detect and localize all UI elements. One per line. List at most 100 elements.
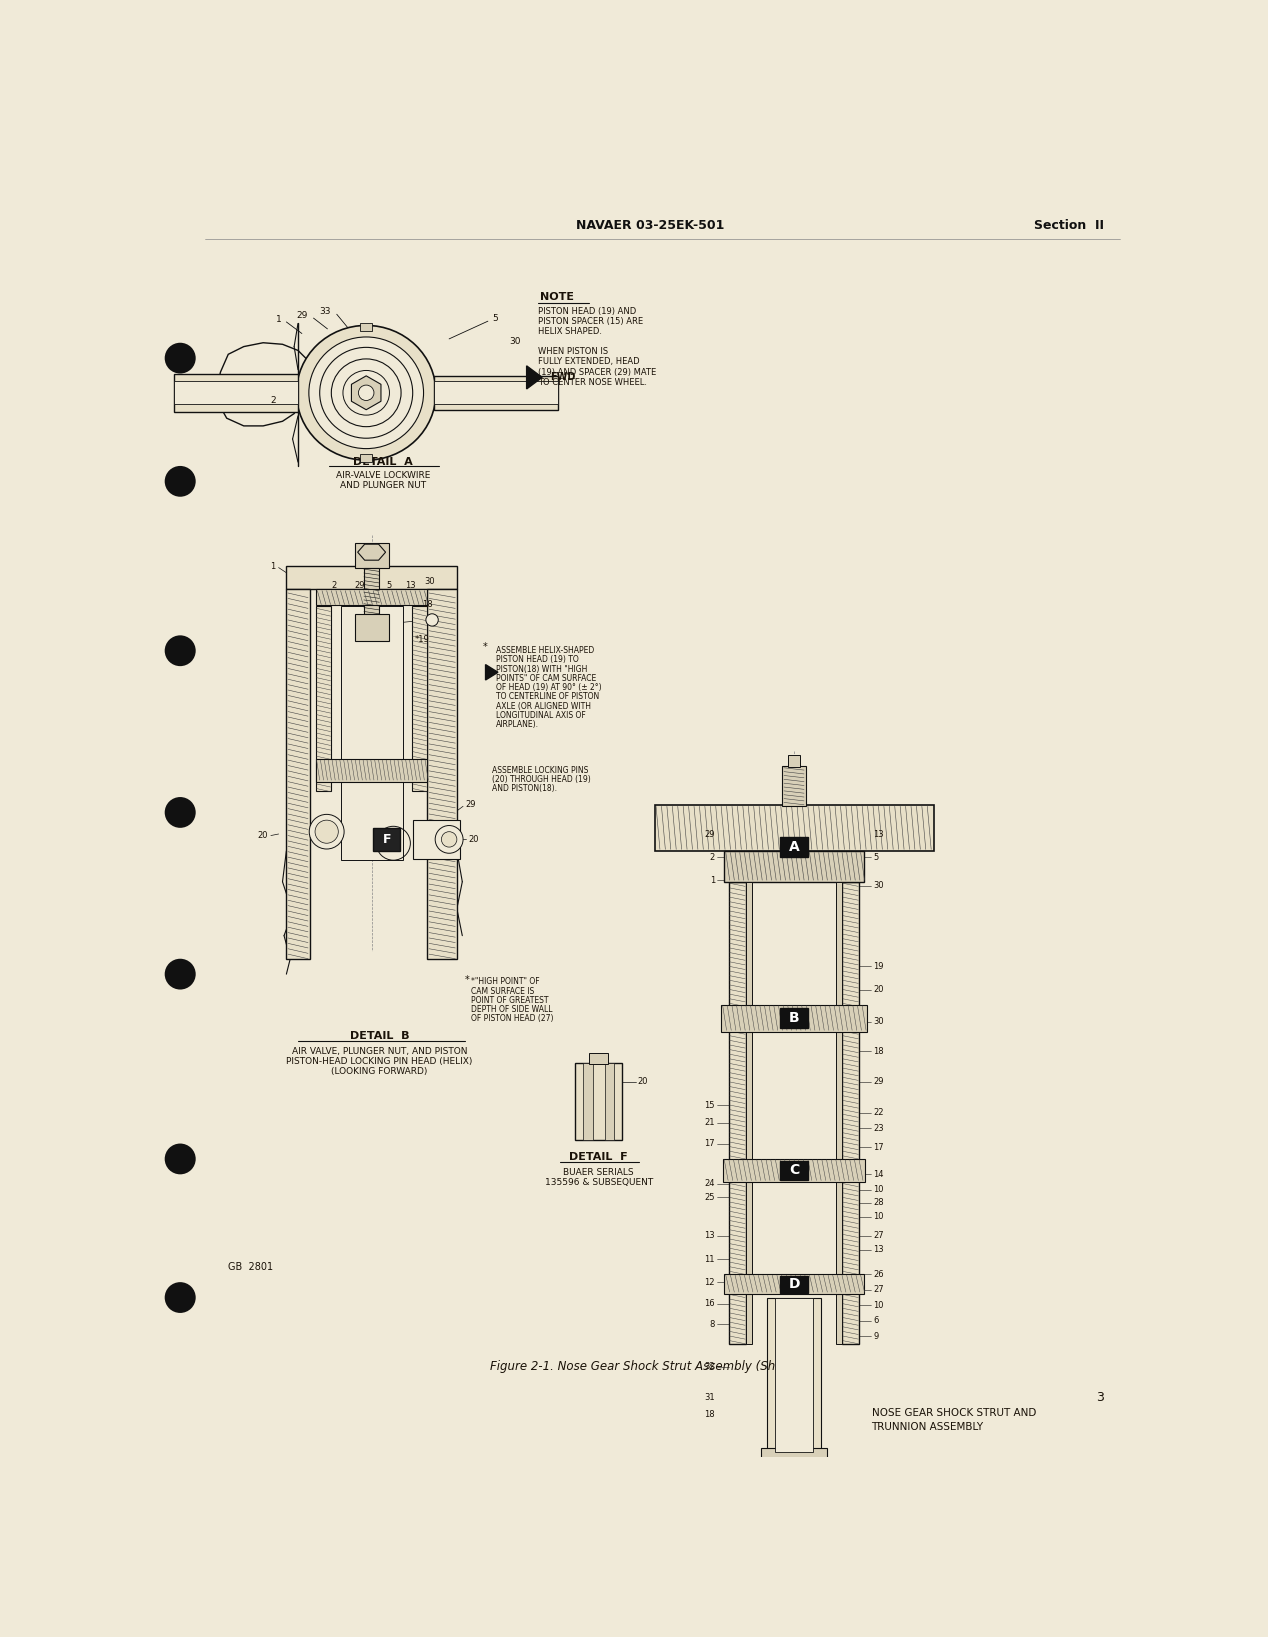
Bar (316, 589, 427, 604)
Text: A: A (789, 840, 799, 855)
Text: AXLE (OR ALIGNED WITH: AXLE (OR ALIGNED WITH (496, 702, 591, 710)
Text: PISTON-HEAD LOCKING PIN HEAD (HELIX): PISTON-HEAD LOCKING PIN HEAD (HELIX) (287, 1056, 473, 1066)
Text: 20: 20 (638, 1077, 648, 1087)
Circle shape (165, 342, 195, 373)
Text: 13: 13 (404, 581, 416, 589)
Polygon shape (526, 365, 543, 390)
Bar (724, 851, 864, 882)
Text: 19: 19 (874, 963, 884, 971)
Text: (LOOKING FORWARD): (LOOKING FORWARD) (331, 1067, 427, 1076)
Text: DETAIL  A: DETAIL A (354, 457, 413, 467)
Polygon shape (217, 342, 313, 426)
Text: 1: 1 (275, 316, 281, 324)
Text: *: * (482, 642, 487, 652)
Text: 13: 13 (874, 1246, 884, 1254)
Text: ASSEMBLE LOCKING PINS: ASSEMBLE LOCKING PINS (492, 766, 588, 774)
Bar (435, 381, 558, 404)
Bar (780, 837, 808, 858)
Text: 10: 10 (874, 1301, 884, 1310)
Text: D: D (789, 1277, 800, 1292)
Text: 10: 10 (874, 1211, 884, 1221)
Text: 135596 & SUBSEQUENT: 135596 & SUBSEQUENT (544, 1177, 653, 1187)
Text: PISTON HEAD (19) TO: PISTON HEAD (19) TO (496, 655, 578, 665)
Bar (762, 1447, 827, 1463)
Text: FULLY EXTENDED, HEAD: FULLY EXTENDED, HEAD (538, 357, 640, 367)
Text: 31: 31 (704, 1393, 715, 1403)
Ellipse shape (342, 370, 389, 416)
Text: F: F (383, 833, 392, 846)
Polygon shape (486, 665, 498, 679)
Bar (287, 566, 456, 589)
Text: 3: 3 (1096, 1391, 1104, 1405)
Text: 27: 27 (874, 1285, 884, 1295)
Text: 30: 30 (874, 1017, 884, 1026)
Circle shape (441, 832, 456, 846)
Ellipse shape (309, 814, 344, 850)
Text: CAM SURFACE IS: CAM SURFACE IS (470, 987, 534, 995)
Text: 28: 28 (874, 1198, 884, 1208)
Text: NOTE: NOTE (540, 291, 574, 301)
Text: 21: 21 (705, 1118, 715, 1128)
Text: *19: *19 (415, 635, 429, 643)
Text: GB  2801: GB 2801 (228, 1262, 274, 1272)
Ellipse shape (314, 820, 339, 843)
Circle shape (165, 635, 195, 666)
Ellipse shape (297, 326, 436, 460)
Bar (413, 820, 460, 859)
Text: POINTS" OF CAM SURFACE: POINTS" OF CAM SURFACE (496, 674, 596, 683)
Text: 20: 20 (322, 827, 331, 837)
Text: AND PISTON(18).: AND PISTON(18). (492, 784, 557, 792)
Text: TO CENTER NOSE WHEEL.: TO CENTER NOSE WHEEL. (538, 378, 647, 386)
Text: NAVAER 03-25EK-501: NAVAER 03-25EK-501 (576, 219, 724, 232)
Polygon shape (351, 377, 380, 409)
Text: AIR VALVE, PLUNGER NUT, AND PISTON: AIR VALVE, PLUNGER NUT, AND PISTON (292, 1046, 467, 1056)
Text: 5: 5 (493, 314, 498, 322)
Text: Section  II: Section II (1033, 219, 1104, 232)
Text: PISTON(18) WITH "HIGH: PISTON(18) WITH "HIGH (496, 665, 587, 674)
Bar (836, 882, 842, 1344)
Text: 14: 14 (874, 1170, 884, 1179)
Text: PISTON SPACER (15) ARE: PISTON SPACER (15) ARE (538, 318, 643, 326)
Text: TRUNNION ASSEMBLY: TRUNNION ASSEMBLY (871, 1423, 984, 1432)
Bar (724, 1275, 864, 1293)
Bar (287, 589, 309, 959)
Bar (780, 1008, 808, 1028)
Text: 26: 26 (874, 1270, 884, 1278)
Circle shape (165, 1282, 195, 1313)
Bar (654, 805, 933, 851)
Bar (583, 1062, 592, 1139)
Text: TO CENTERLINE OF PISTON: TO CENTERLINE OF PISTON (496, 692, 598, 701)
Bar (752, 882, 836, 1344)
Bar (576, 1062, 621, 1139)
Bar (786, 1460, 801, 1488)
Text: 5: 5 (385, 581, 392, 589)
Text: 9: 9 (874, 1331, 879, 1341)
Text: 10: 10 (874, 1185, 884, 1195)
Text: 30: 30 (425, 576, 435, 586)
Text: 32: 32 (704, 1362, 715, 1372)
Circle shape (165, 959, 195, 989)
Circle shape (435, 825, 463, 853)
Bar (316, 606, 331, 791)
Bar (775, 1298, 813, 1452)
Text: C: C (789, 1164, 799, 1177)
Bar (364, 568, 379, 614)
Bar (723, 1159, 865, 1182)
Text: BUAER SERIALS: BUAER SERIALS (563, 1167, 634, 1177)
Text: POINT OF GREATEST: POINT OF GREATEST (470, 995, 548, 1005)
Text: DEPTH OF SIDE WALL: DEPTH OF SIDE WALL (470, 1005, 553, 1013)
Text: 22: 22 (874, 1108, 884, 1116)
Text: 30: 30 (510, 337, 521, 345)
Text: 17: 17 (874, 1143, 884, 1152)
Text: (19) AND SPACER (29) MATE: (19) AND SPACER (29) MATE (538, 367, 657, 377)
Bar (427, 589, 456, 959)
Text: 20: 20 (469, 835, 479, 845)
Text: 5: 5 (874, 853, 879, 861)
Text: DETAIL  F: DETAIL F (569, 1152, 628, 1162)
Bar (373, 828, 401, 851)
Bar (605, 1062, 614, 1139)
Text: 11: 11 (705, 1254, 715, 1264)
Bar (174, 373, 298, 413)
Text: 30: 30 (874, 881, 884, 891)
Text: B: B (789, 1012, 799, 1025)
